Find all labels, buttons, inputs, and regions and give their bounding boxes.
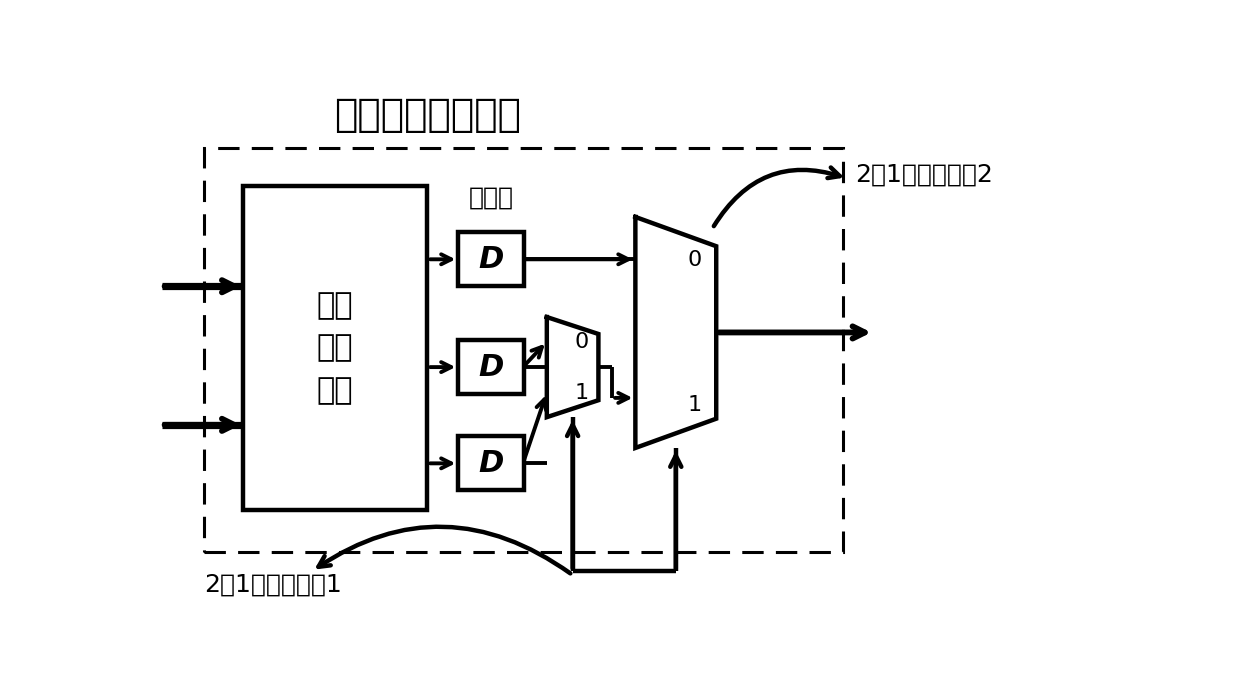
Text: 1: 1 <box>575 382 589 403</box>
Text: 2选1多路选择刨1: 2选1多路选择刨1 <box>204 573 342 597</box>
Text: D: D <box>478 245 504 274</box>
Text: D: D <box>478 353 504 382</box>
Text: 0: 0 <box>688 250 701 270</box>
Text: 寄存器: 寄存器 <box>468 186 513 210</box>
Text: 2选1多路选择刨2: 2选1多路选择刨2 <box>855 162 992 186</box>
FancyArrowPatch shape <box>714 167 840 226</box>
Bar <box>204 148 844 552</box>
Text: 融合处理选通模块: 融合处理选通模块 <box>335 97 520 134</box>
Text: 0: 0 <box>575 332 589 351</box>
Text: 处理: 处理 <box>317 334 353 362</box>
Text: D: D <box>478 449 504 478</box>
Text: 单元: 单元 <box>317 375 353 405</box>
Text: 1: 1 <box>688 395 701 415</box>
Bar <box>458 436 524 490</box>
Text: 融合: 融合 <box>317 291 353 320</box>
FancyArrowPatch shape <box>318 527 570 573</box>
Bar <box>243 186 427 510</box>
Bar <box>458 340 524 394</box>
Bar <box>458 232 524 286</box>
